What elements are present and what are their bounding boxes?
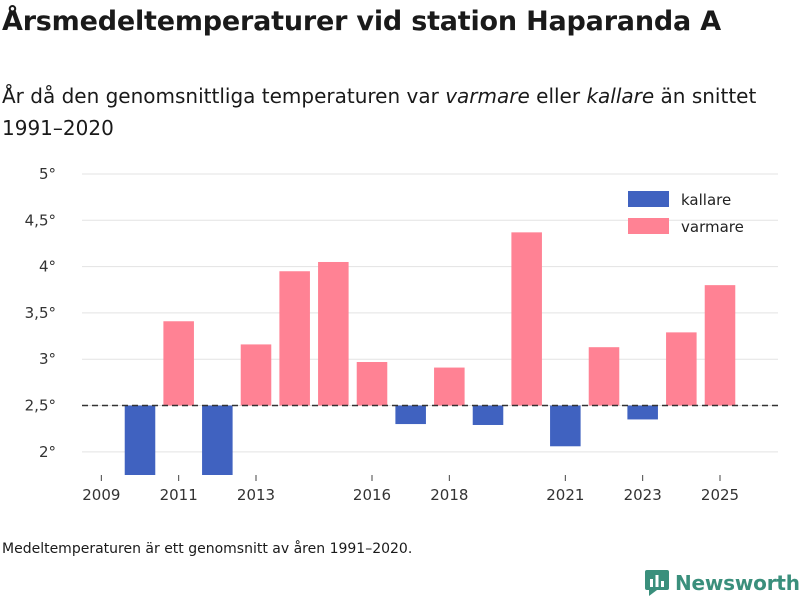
bar-chart: 2° 2,5° 3° 3,5° 4° 4,5° 5° 2009 2011 2013 2016 201… [25, 165, 778, 504]
bar-2025[interactable] [704, 285, 736, 406]
bars [124, 232, 736, 475]
legend-swatch-kallare[interactable] [628, 191, 669, 207]
brand-name: Newsworthy [675, 571, 800, 595]
bar-2023[interactable] [627, 405, 658, 420]
bar-2022[interactable] [588, 347, 620, 406]
bar-2016[interactable] [356, 362, 388, 406]
y-tick-label: 3,5° [25, 304, 56, 322]
bar-2013[interactable] [240, 344, 272, 406]
x-tick-label: 2016 [353, 486, 391, 504]
bar-2024[interactable] [666, 332, 697, 406]
subtitle-text-3: än snittet 1991–2020 [2, 84, 757, 140]
bar-2012[interactable] [202, 405, 233, 475]
chart-title: Årsmedeltemperaturer vid station Haparan… [2, 6, 721, 37]
bar-2011[interactable] [163, 321, 194, 406]
newsworthy-chart-icon [645, 570, 669, 596]
x-tick-label: 2025 [701, 486, 739, 504]
y-tick-label: 5° [39, 165, 56, 183]
y-tick-label: 2° [39, 443, 56, 461]
bar-2014[interactable] [279, 271, 310, 406]
chart-subtitle: År då den genomsnittliga temperaturen va… [2, 80, 782, 144]
legend-swatch-varmare[interactable] [628, 218, 669, 234]
x-tick-label: 2013 [237, 486, 275, 504]
x-axis-ticks: 2009 2011 2013 2016 2018 2021 2023 2025 [82, 475, 739, 504]
bar-2017[interactable] [395, 405, 426, 425]
y-tick-label: 4° [39, 258, 56, 276]
legend[interactable]: kallare varmare [628, 191, 744, 236]
x-tick-label: 2023 [624, 486, 662, 504]
x-tick-label: 2018 [430, 486, 468, 504]
bar-2015[interactable] [318, 261, 349, 406]
footnote: Medeltemperaturen är ett genomsnitt av å… [2, 541, 413, 557]
bar-2020[interactable] [511, 232, 542, 406]
bar-2019[interactable] [472, 405, 504, 425]
bar-2010[interactable] [124, 405, 156, 475]
newsworthy-logo[interactable]: Newsworthy [645, 570, 800, 596]
subtitle-warmer-word: varmare [445, 84, 530, 108]
x-tick-label: 2009 [82, 486, 120, 504]
legend-label-kallare[interactable]: kallare [681, 191, 731, 209]
subtitle-text-2: eller [529, 84, 587, 108]
legend-label-varmare[interactable]: varmare [681, 218, 744, 236]
grid-lines [82, 173, 778, 453]
subtitle-text-1: År då den genomsnittliga temperaturen va… [2, 84, 446, 108]
y-tick-label: 2,5° [25, 397, 56, 415]
subtitle-colder-word: kallare [586, 84, 655, 108]
y-tick-label: 4,5° [25, 211, 56, 229]
x-tick-label: 2021 [546, 486, 584, 504]
y-tick-label: 3° [39, 350, 56, 368]
bar-2018[interactable] [434, 367, 465, 406]
x-tick-label: 2011 [160, 486, 198, 504]
bar-2021[interactable] [550, 405, 581, 447]
y-axis-ticks: 2° 2,5° 3° 3,5° 4° 4,5° 5° [25, 165, 56, 461]
